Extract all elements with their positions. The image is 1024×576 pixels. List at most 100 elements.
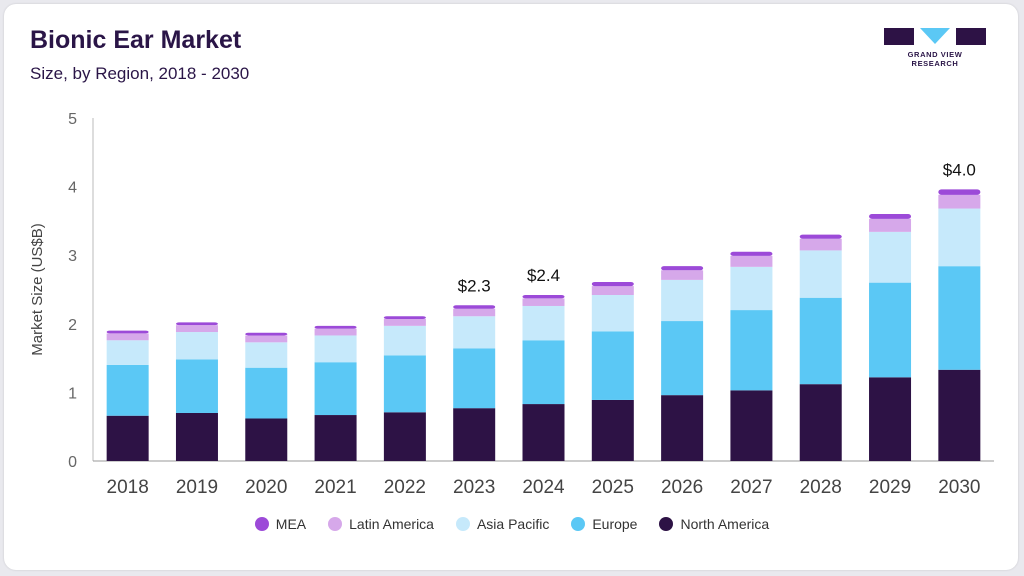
bar-segment-north-america <box>591 399 634 461</box>
bar-segment-latin-america <box>175 325 218 333</box>
x-tick-label: 2028 <box>800 477 842 498</box>
bar-segment-europe <box>730 310 773 391</box>
y-tick-label: 2 <box>68 317 77 334</box>
legend-item-latin-america: Latin America <box>328 516 434 532</box>
y-tick-label: 5 <box>68 111 77 128</box>
bar-segment-mea <box>869 214 912 219</box>
bar-segment-north-america <box>106 415 149 461</box>
bar-segment-latin-america <box>453 308 496 317</box>
bar-segment-asia-pacific <box>453 316 496 349</box>
bar-segment-mea <box>106 330 149 334</box>
bar-segment-europe <box>453 348 496 409</box>
bar-segment-north-america <box>661 395 704 461</box>
bar-segment-north-america <box>730 390 773 461</box>
bar-segment-north-america <box>938 369 981 461</box>
bar-segment-asia-pacific <box>175 332 218 360</box>
bar-segment-mea <box>453 305 496 309</box>
legend-item-europe: Europe <box>571 516 637 532</box>
legend-label: Europe <box>592 516 638 532</box>
bar-segment-latin-america <box>661 270 704 280</box>
y-axis-label: Market Size (US$B) <box>29 223 46 356</box>
x-axis-ticks: 2018 2019 2020 2021 2022 2023 2024 2025 2026 2027… <box>107 477 981 498</box>
bar-segment-north-america <box>245 418 288 461</box>
bar-segment-asia-pacific <box>106 340 149 365</box>
bar-segment-latin-america <box>314 328 357 336</box>
legend-label: North America <box>680 516 770 532</box>
bar-segment-mea <box>730 251 773 256</box>
y-tick-label: 0 <box>68 454 77 471</box>
data-label: $4.0 <box>943 160 976 179</box>
x-tick-label: 2024 <box>522 477 565 498</box>
bar-segment-latin-america <box>106 333 149 341</box>
bar-segment-mea <box>938 189 981 195</box>
data-label: $2.3 <box>458 276 491 295</box>
bar-segment-latin-america <box>799 238 842 251</box>
bar-segment-mea <box>314 325 357 329</box>
bar-segment-north-america <box>314 415 357 461</box>
legend-label: Latin America <box>349 516 434 532</box>
x-tick-label: 2020 <box>245 477 287 498</box>
y-tick-label: 3 <box>68 248 77 265</box>
bars-group <box>106 189 981 461</box>
legend-swatch <box>328 517 343 531</box>
bar-segment-asia-pacific <box>314 335 357 363</box>
legend-item-asia-pacific: Asia Pacific <box>455 516 550 532</box>
data-label: $2.4 <box>527 266 560 285</box>
y-tick-label: 1 <box>68 385 77 402</box>
legend-swatch <box>254 517 269 531</box>
legend-label: MEA <box>275 516 307 532</box>
legend-label: Asia Pacific <box>476 516 550 532</box>
bar-segment-asia-pacific <box>869 231 912 283</box>
bar-segment-latin-america <box>522 298 565 306</box>
data-labels: $2.3 $2.4 $4.0 <box>458 160 976 295</box>
bar-segment-europe <box>869 282 912 378</box>
bar-segment-north-america <box>383 412 426 461</box>
bar-segment-asia-pacific <box>245 342 288 368</box>
bar-segment-north-america <box>522 404 565 461</box>
legend-swatch <box>571 517 586 531</box>
bar-segment-latin-america <box>245 335 288 343</box>
legend-swatch <box>455 517 470 531</box>
x-tick-label: 2018 <box>107 477 149 498</box>
bar-segment-north-america <box>869 377 912 461</box>
bar-segment-mea <box>799 234 842 239</box>
bar-segment-europe <box>106 364 149 416</box>
bar-segment-europe <box>522 340 565 405</box>
bar-segment-europe <box>383 355 426 413</box>
chart-title: Bionic Ear Market <box>30 26 242 54</box>
bar-segment-europe <box>799 297 842 385</box>
x-tick-label: 2023 <box>453 477 495 498</box>
bar-segment-mea <box>522 294 565 299</box>
bar-segment-asia-pacific <box>661 279 704 322</box>
grand-view-research-logo <box>884 28 986 45</box>
bar-segment-asia-pacific <box>522 305 565 341</box>
bar-segment-asia-pacific <box>730 266 773 311</box>
x-tick-label: 2026 <box>661 477 703 498</box>
bar-segment-europe <box>245 367 288 419</box>
bar-segment-asia-pacific <box>799 250 842 298</box>
bar-segment-asia-pacific <box>591 294 634 332</box>
chart-card <box>4 4 1018 570</box>
bar-segment-europe <box>175 359 218 413</box>
bar-segment-europe <box>591 331 634 400</box>
bar-segment-latin-america <box>383 318 426 326</box>
chart-legend: MEA Latin America Asia Pacific Europe North … <box>0 516 1024 532</box>
bar-segment-mea <box>661 266 704 271</box>
x-tick-label: 2029 <box>869 477 911 498</box>
x-tick-label: 2030 <box>938 477 980 498</box>
bar-segment-europe <box>314 362 357 416</box>
bar-segment-latin-america <box>730 255 773 267</box>
bar-segment-asia-pacific <box>383 325 426 356</box>
legend-swatch <box>659 517 674 531</box>
x-tick-label: 2019 <box>176 477 218 498</box>
bar-segment-north-america <box>799 384 842 461</box>
bar-segment-asia-pacific <box>938 208 981 267</box>
x-tick-label: 2027 <box>730 477 772 498</box>
x-tick-label: 2022 <box>384 477 426 498</box>
x-tick-label: 2021 <box>314 477 356 498</box>
bar-segment-latin-america <box>591 286 634 295</box>
bar-segment-north-america <box>175 412 218 461</box>
y-tick-label: 4 <box>68 180 77 197</box>
legend-item-north-america: North America <box>659 516 769 532</box>
bar-segment-mea <box>383 316 426 319</box>
